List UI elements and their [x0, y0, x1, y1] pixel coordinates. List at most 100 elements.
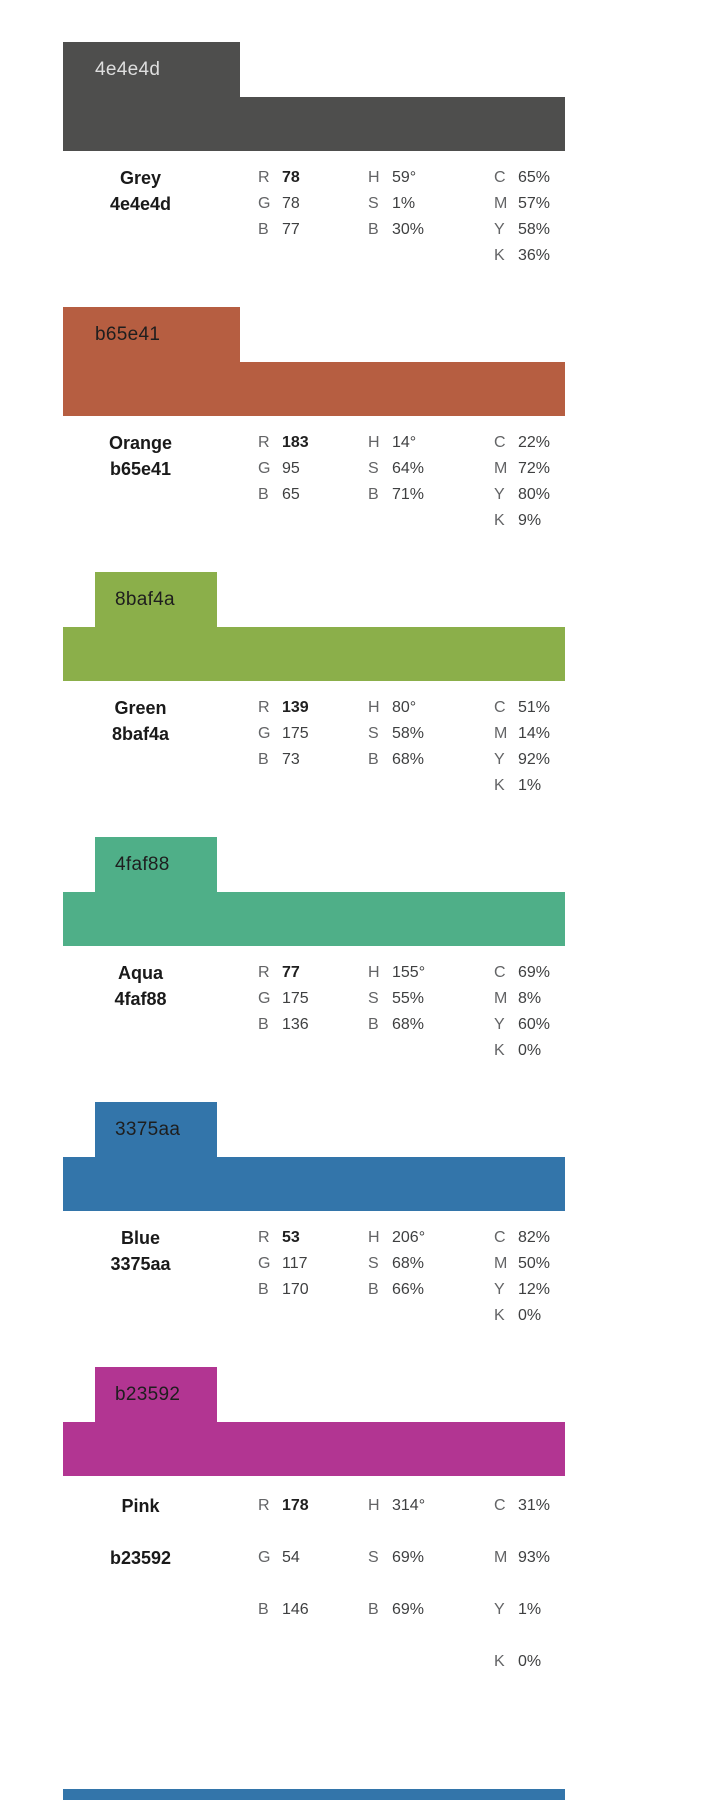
cmyk-column: C 65% M 57% Y 58% K 36%: [494, 165, 720, 269]
b-value: 66%: [392, 1281, 425, 1298]
hsb-b-row: B 66%: [368, 1277, 494, 1303]
m-value: 8%: [518, 990, 542, 1007]
swatch-bar: [63, 97, 565, 151]
rgb-column: R 139 G 175 B 73: [258, 695, 368, 799]
r-label: R: [258, 434, 270, 451]
y-label: Y: [494, 1016, 505, 1033]
r-label: R: [258, 964, 270, 981]
swatch-bar: [63, 1422, 565, 1476]
b-label: B: [258, 751, 269, 768]
hsb-b-row: B 68%: [368, 1012, 494, 1038]
swatch-tab: b23592: [95, 1367, 217, 1422]
b-label: B: [258, 1016, 269, 1033]
cmyk-k-row: K 0%: [494, 1038, 720, 1064]
color-name: Aqua: [118, 963, 163, 983]
swatch-tab-hex-label: 3375aa: [115, 1118, 181, 1140]
r-value: 139: [282, 699, 309, 716]
swatch-tab: 8baf4a: [95, 572, 217, 627]
swatch-block-green: 8baf4a Green 8baf4a R 139 G 175 B 73 H 80° S…: [0, 572, 720, 799]
g-label: G: [258, 1549, 271, 1566]
hsb-h-row: H 59°: [368, 165, 494, 191]
rgb-r-row: R 78: [258, 165, 368, 191]
rgb-b-row: B 77: [258, 217, 368, 243]
b-label: B: [258, 486, 269, 503]
color-hex: 8baf4a: [111, 724, 170, 744]
swatch-bar: [63, 892, 565, 946]
color-name: Green: [114, 698, 167, 718]
swatch-tab: b65e41: [63, 307, 240, 362]
cmyk-y-row: Y 60%: [494, 1012, 720, 1038]
name-column: Blue 3375aa: [63, 1225, 258, 1329]
g-label: G: [258, 725, 271, 742]
color-palette-page: 4e4e4d Grey 4e4e4d R 78 G 78 B 77 H 59° S 1% …: [0, 42, 720, 1688]
s-value: 69%: [392, 1549, 425, 1566]
c-value: 82%: [518, 1229, 551, 1246]
rgb-column: R 183 G 95 B 65: [258, 430, 368, 534]
h-value: 59°: [392, 169, 417, 186]
s-label: S: [368, 460, 379, 477]
swatch-tab-hex-label: b65e41: [95, 323, 161, 345]
cmyk-c-row: C 22%: [494, 430, 720, 456]
g-label: G: [258, 460, 271, 477]
h-label: H: [368, 1229, 380, 1246]
m-label: M: [494, 195, 508, 212]
s-label: S: [368, 1549, 379, 1566]
hsb-s-row: S 58%: [368, 721, 494, 747]
rgb-g-row: G 95: [258, 456, 368, 482]
cmyk-y-row: Y 58%: [494, 217, 720, 243]
h-label: H: [368, 169, 380, 186]
b-value: 170: [282, 1281, 309, 1298]
name-column: Grey 4e4e4d: [63, 165, 258, 269]
b-value: 68%: [392, 1016, 425, 1033]
y-value: 58%: [518, 221, 551, 238]
r-label: R: [258, 699, 270, 716]
cmyk-k-row: K 0%: [494, 1303, 720, 1329]
cmyk-m-row: M 50%: [494, 1251, 720, 1277]
rgb-r-row: R 139: [258, 695, 368, 721]
b-value: 136: [282, 1016, 309, 1033]
r-value: 78: [282, 169, 300, 186]
k-label: K: [494, 777, 505, 794]
swatch-block-blue: 3375aa Blue 3375aa R 53 G 117 B 170 H 206° S…: [0, 1102, 720, 1329]
cmyk-k-row: K 1%: [494, 773, 720, 799]
hsb-b-row: B 68%: [368, 747, 494, 773]
cmyk-y-row: Y 92%: [494, 747, 720, 773]
rgb-column: R 178 G 54 B 146: [258, 1480, 368, 1688]
y-label: Y: [494, 221, 505, 238]
g-label: G: [258, 990, 271, 1007]
y-value: 92%: [518, 751, 551, 768]
r-label: R: [258, 1497, 270, 1514]
c-label: C: [494, 699, 506, 716]
hsb-b-row: B 30%: [368, 217, 494, 243]
cmyk-c-row: C 31%: [494, 1480, 720, 1532]
swatch-tab-hex-label: 8baf4a: [115, 588, 175, 610]
b-value: 30%: [392, 221, 425, 238]
cmyk-c-row: C 82%: [494, 1225, 720, 1251]
swatch-tab: 4faf88: [95, 837, 217, 892]
color-name: Grey: [119, 168, 162, 188]
y-label: Y: [494, 486, 505, 503]
swatch-info: Green 8baf4a R 139 G 175 B 73 H 80° S 58% B 68…: [0, 681, 720, 799]
hsb-column: H 14° S 64% B 71%: [368, 430, 494, 534]
cmyk-m-row: M 14%: [494, 721, 720, 747]
k-label: K: [494, 1042, 505, 1059]
r-label: R: [258, 169, 270, 186]
swatch-tab-hex-label: b23592: [115, 1383, 181, 1405]
b-value: 69%: [392, 1601, 425, 1618]
hsb-s-row: S 55%: [368, 986, 494, 1012]
rgb-r-row: R 178: [258, 1480, 368, 1532]
b-value: 65: [282, 486, 300, 503]
rgb-column: R 53 G 117 B 170: [258, 1225, 368, 1329]
swatch-info: Aqua 4faf88 R 77 G 175 B 136 H 155° S 55% B 68…: [0, 946, 720, 1064]
y-value: 80%: [518, 486, 551, 503]
r-value: 178: [282, 1497, 309, 1514]
rgb-g-row: G 117: [258, 1251, 368, 1277]
b-label: B: [258, 221, 269, 238]
y-value: 60%: [518, 1016, 551, 1033]
swatch-info: Orange b65e41 R 183 G 95 B 65 H 14° S 64% B 71…: [0, 416, 720, 534]
m-value: 93%: [518, 1549, 551, 1566]
s-value: 58%: [392, 725, 425, 742]
rgb-r-row: R 53: [258, 1225, 368, 1251]
h-value: 314°: [392, 1497, 426, 1514]
